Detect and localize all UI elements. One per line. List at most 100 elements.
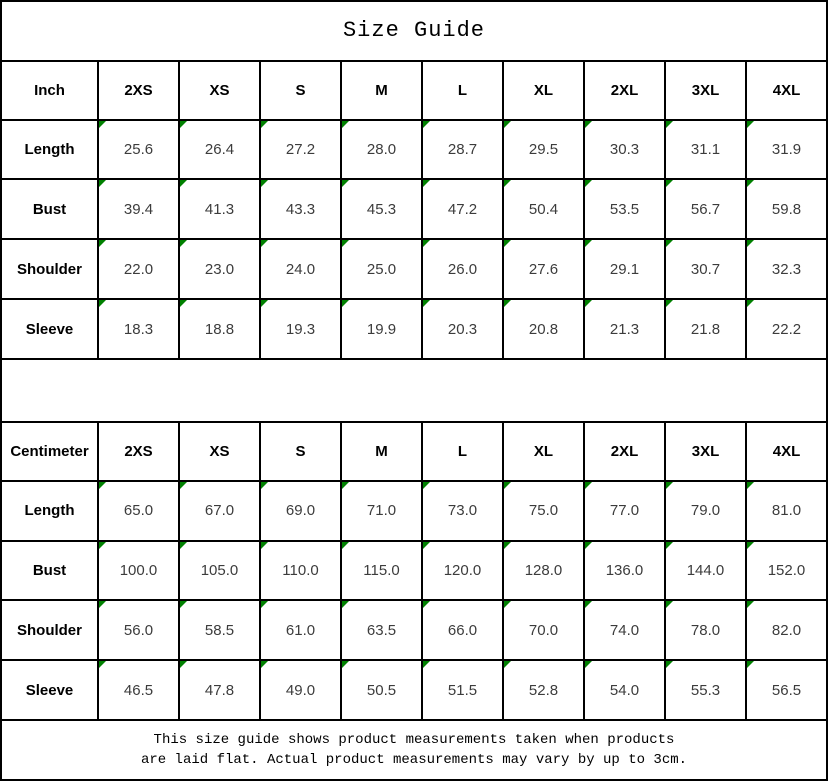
table-spacer-row [0, 357, 828, 423]
measurement-value: 25.0 [340, 238, 423, 301]
size-header-row: Centimeter 2XS XS S M L XL 2XL 3XL 4XL [0, 420, 828, 482]
measurement-value: 65.0 [97, 479, 180, 542]
measurement-value: 45.3 [340, 178, 423, 241]
measurement-value: 29.1 [583, 238, 666, 301]
size-header: M [340, 420, 423, 482]
measurement-row: Length 65.0 67.0 69.0 71.0 73.0 75.0 77.0 79.0 81… [0, 479, 828, 542]
size-header: S [259, 59, 342, 121]
measurement-value: 61.0 [259, 599, 342, 662]
measurement-label: Sleeve [0, 659, 99, 721]
measurement-value: 19.9 [340, 298, 423, 360]
measurement-value: 78.0 [664, 599, 747, 662]
measurement-value: 50.5 [340, 659, 423, 721]
table-spacer [0, 357, 828, 423]
measurement-value: 21.8 [664, 298, 747, 360]
measurement-value: 23.0 [178, 238, 261, 301]
title-row: Size Guide [0, 0, 828, 62]
measurement-value: 32.3 [745, 238, 828, 301]
measurement-value: 144.0 [664, 539, 747, 602]
measurement-value: 128.0 [502, 539, 585, 602]
measurement-value: 81.0 [745, 479, 828, 542]
footer-row: This size guide shows product measuremen… [0, 718, 828, 781]
measurement-value: 115.0 [340, 539, 423, 602]
measurement-row: Sleeve 18.3 18.8 19.3 19.9 20.3 20.8 21.3 21.8 22… [0, 298, 828, 360]
measurement-row: Shoulder 56.0 58.5 61.0 63.5 66.0 70.0 74.0 78.0… [0, 599, 828, 662]
measurement-value: 46.5 [97, 659, 180, 721]
size-header: XL [502, 59, 585, 121]
size-header: 2XS [97, 420, 180, 482]
measurement-value: 24.0 [259, 238, 342, 301]
size-header: 4XL [745, 59, 828, 121]
measurement-value: 27.2 [259, 118, 342, 181]
size-header: 3XL [664, 59, 747, 121]
measurement-value: 41.3 [178, 178, 261, 241]
page-title: Size Guide [0, 0, 828, 62]
size-header: 2XS [97, 59, 180, 121]
measurement-value: 49.0 [259, 659, 342, 721]
measurement-row: Shoulder 22.0 23.0 24.0 25.0 26.0 27.6 29.1 30.7… [0, 238, 828, 301]
measurement-value: 27.6 [502, 238, 585, 301]
measurement-value: 20.3 [421, 298, 504, 360]
measurement-label: Sleeve [0, 298, 99, 360]
measurement-row: Bust 100.0 105.0 110.0 115.0 120.0 128.0 136.0 1… [0, 539, 828, 602]
measurement-value: 66.0 [421, 599, 504, 662]
measurement-value: 56.5 [745, 659, 828, 721]
measurement-value: 73.0 [421, 479, 504, 542]
measurement-value: 26.0 [421, 238, 504, 301]
measurement-value: 28.0 [340, 118, 423, 181]
measurement-value: 31.1 [664, 118, 747, 181]
measurement-value: 51.5 [421, 659, 504, 721]
size-header: 2XL [583, 59, 666, 121]
measurement-value: 105.0 [178, 539, 261, 602]
measurement-value: 22.2 [745, 298, 828, 360]
measurement-value: 136.0 [583, 539, 666, 602]
measurement-value: 56.0 [97, 599, 180, 662]
size-header: 2XL [583, 420, 666, 482]
measurement-value: 53.5 [583, 178, 666, 241]
measurement-value: 67.0 [178, 479, 261, 542]
measurement-value: 77.0 [583, 479, 666, 542]
size-header: XS [178, 59, 261, 121]
measurement-value: 63.5 [340, 599, 423, 662]
measurement-value: 79.0 [664, 479, 747, 542]
measurement-value: 69.0 [259, 479, 342, 542]
measurement-value: 56.7 [664, 178, 747, 241]
size-header: M [340, 59, 423, 121]
size-header: S [259, 420, 342, 482]
size-header-row: Inch 2XS XS S M L XL 2XL 3XL 4XL [0, 59, 828, 121]
size-header: XL [502, 420, 585, 482]
measurement-value: 71.0 [340, 479, 423, 542]
measurement-value: 70.0 [502, 599, 585, 662]
measurement-label: Length [0, 118, 99, 181]
measurement-value: 19.3 [259, 298, 342, 360]
measurement-value: 18.3 [97, 298, 180, 360]
measurement-value: 47.2 [421, 178, 504, 241]
unit-header: Inch [0, 59, 99, 121]
footer-line-2: are laid flat. Actual product measuremen… [140, 751, 688, 768]
measurement-value: 28.7 [421, 118, 504, 181]
measurement-label: Shoulder [0, 238, 99, 301]
measurement-value: 54.0 [583, 659, 666, 721]
size-header: XS [178, 420, 261, 482]
size-header: L [421, 420, 504, 482]
measurement-value: 55.3 [664, 659, 747, 721]
measurement-label: Bust [0, 178, 99, 241]
measurement-value: 82.0 [745, 599, 828, 662]
size-header: L [421, 59, 504, 121]
measurement-value: 120.0 [421, 539, 504, 602]
measurement-value: 74.0 [583, 599, 666, 662]
measurement-row: Length 25.6 26.4 27.2 28.0 28.7 29.5 30.3 31.1 31… [0, 118, 828, 181]
measurement-value: 152.0 [745, 539, 828, 602]
measurement-value: 47.8 [178, 659, 261, 721]
measurement-value: 18.8 [178, 298, 261, 360]
measurement-value: 58.5 [178, 599, 261, 662]
measurement-label: Shoulder [0, 599, 99, 662]
measurement-value: 21.3 [583, 298, 666, 360]
measurement-label: Bust [0, 539, 99, 602]
measurement-value: 22.0 [97, 238, 180, 301]
measurement-value: 110.0 [259, 539, 342, 602]
size-header: 3XL [664, 420, 747, 482]
measurement-value: 59.8 [745, 178, 828, 241]
measurement-value: 30.7 [664, 238, 747, 301]
